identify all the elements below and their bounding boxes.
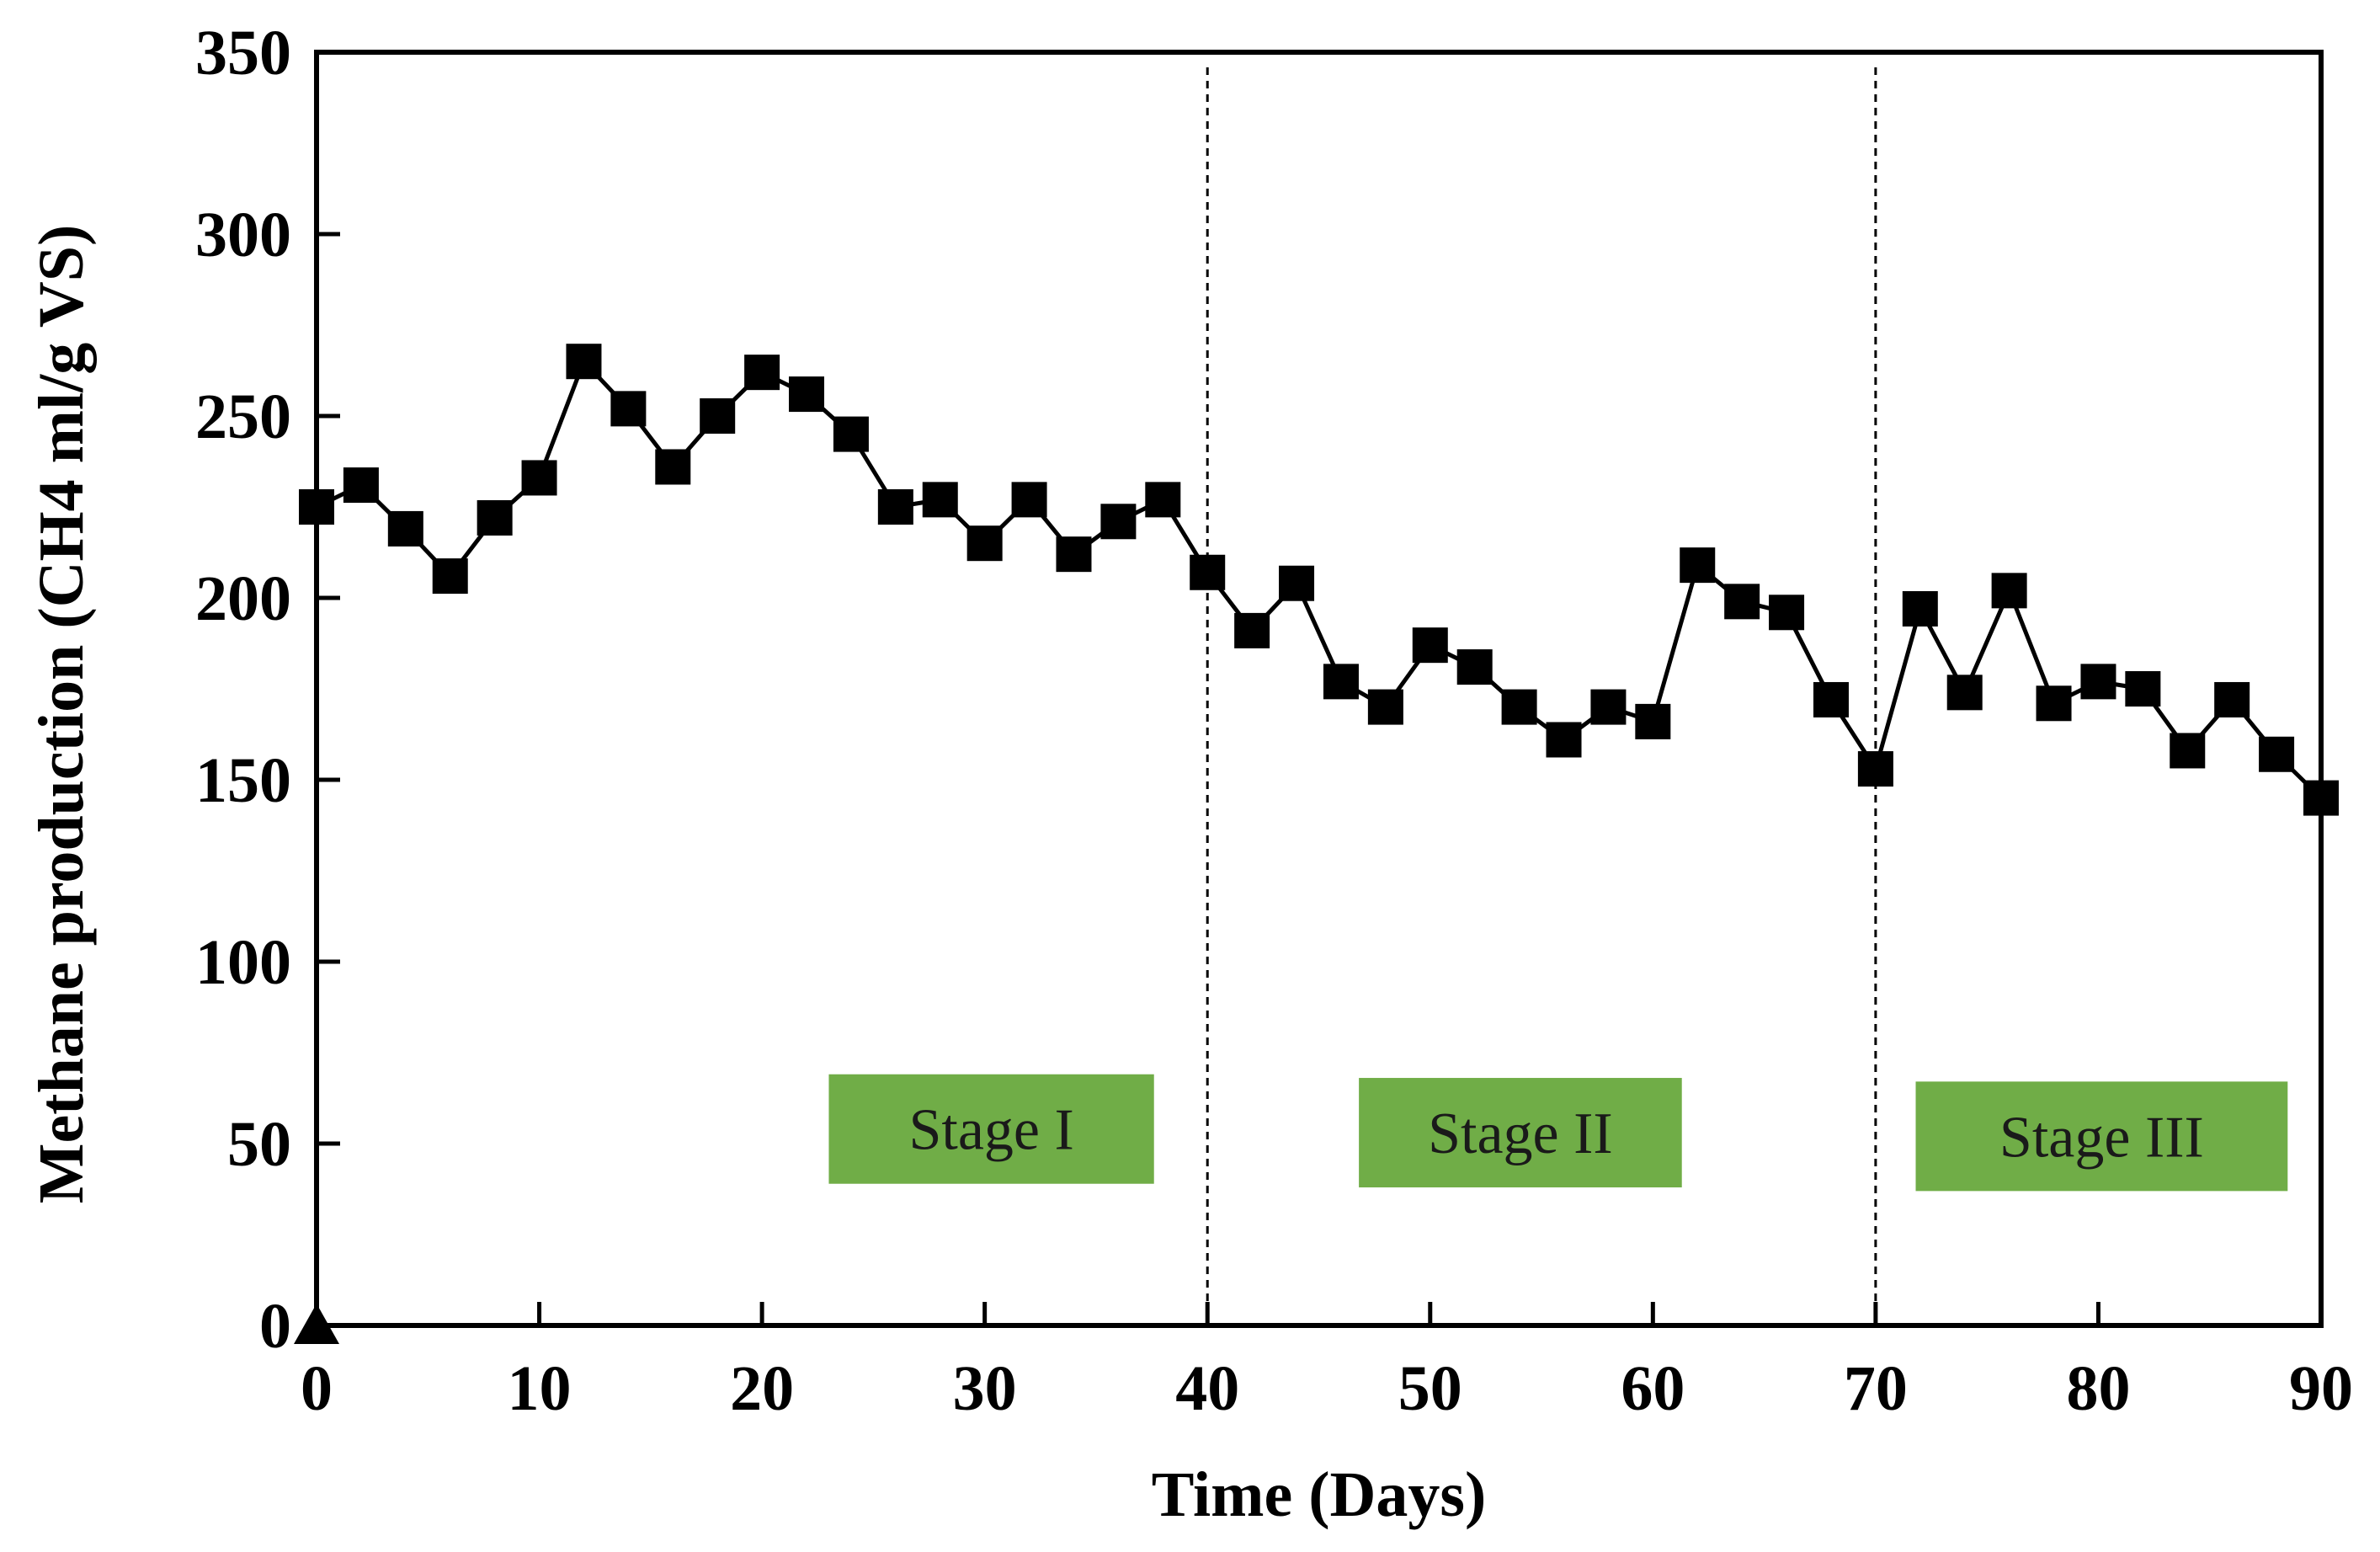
data-point [432,558,468,595]
x-tick-label: 20 [730,1353,794,1424]
data-point [1056,536,1092,573]
stage-box-3 [1915,1081,2288,1192]
y-tick-label: 200 [195,563,291,634]
x-tick-label: 0 [301,1353,333,1424]
data-point [1680,547,1716,584]
data-point [744,355,780,391]
x-tick-label: 10 [508,1353,572,1424]
data-point [1323,664,1359,700]
y-tick-label: 300 [195,200,291,270]
series-markers [294,344,2339,1344]
data-point [1590,689,1627,725]
y-tick-label: 50 [227,1109,291,1180]
stage-boxes: Stage I Stage II Stage III [828,1074,2288,1192]
stage-label-1: Stage I [908,1098,1073,1163]
x-tick-label: 50 [1398,1353,1462,1424]
y-axis-title: Methane production (CH4 ml/g VS) [26,225,97,1204]
data-point [521,460,557,496]
axes [314,50,2324,1328]
data-point [2080,664,2116,700]
x-tick-label: 70 [1844,1353,1908,1424]
x-tick-label: 90 [2289,1353,2353,1424]
data-point [1456,649,1493,685]
data-point [2214,681,2250,717]
y-tick-label: 350 [195,18,291,88]
data-point [1902,590,1938,627]
stage-label-2: Stage II [1428,1101,1613,1166]
data-point [1011,482,1047,518]
data-point [1412,627,1448,664]
x-tick-label: 80 [2066,1353,2130,1424]
data-point [700,398,736,434]
data-point [343,467,379,504]
y-tick-label: 150 [195,745,291,816]
stage-box-1 [828,1074,1154,1184]
data-point [1857,751,1893,787]
x-tick-label: 30 [953,1353,1017,1424]
data-point [1724,584,1760,620]
stage-label-3: Stage III [1999,1105,2204,1170]
data-point [922,482,958,518]
y-tick-label: 100 [195,927,291,998]
data-point [655,449,691,485]
data-point [610,391,647,427]
data-point [877,489,913,525]
y-tick-label: 250 [195,381,291,452]
data-point [1946,675,1983,711]
data-point [1234,612,1270,648]
data-point [2125,671,2161,707]
data-point [387,510,423,547]
y-tick-label: 0 [259,1291,291,1362]
data-point [789,376,825,413]
data-point [2036,685,2072,722]
x-axis-ticks: 0 10 20 30 40 50 60 70 80 90 [301,1302,2353,1424]
x-axis-title: Time (Days) [1152,1459,1487,1530]
data-point [566,344,602,380]
plot-frame [314,50,2324,1328]
x-tick-label: 60 [1621,1353,1685,1424]
data-point [966,525,1003,562]
y-axis-ticks: 0 50 100 150 200 250 300 350 [195,18,340,1362]
data-point [477,499,513,536]
data-point [2170,733,2206,769]
data-point [1991,573,2027,609]
stage-box-2 [1359,1078,1682,1188]
data-point [1635,703,1671,739]
data-point [1100,504,1137,540]
data-point [1546,722,1582,758]
data-point [1279,565,1315,601]
x-tick-label: 40 [1175,1353,1239,1424]
series-line [315,359,2323,800]
data-point [1145,482,1181,518]
stage-dividers [1206,67,1877,1325]
series-line-group [315,359,2323,800]
data-point [833,416,869,452]
data-point [1190,554,1226,590]
data-point [2259,736,2295,772]
data-point [1501,689,1537,725]
data-point [1813,681,1849,717]
data-point [1769,595,1805,631]
data-point [1367,689,1403,725]
